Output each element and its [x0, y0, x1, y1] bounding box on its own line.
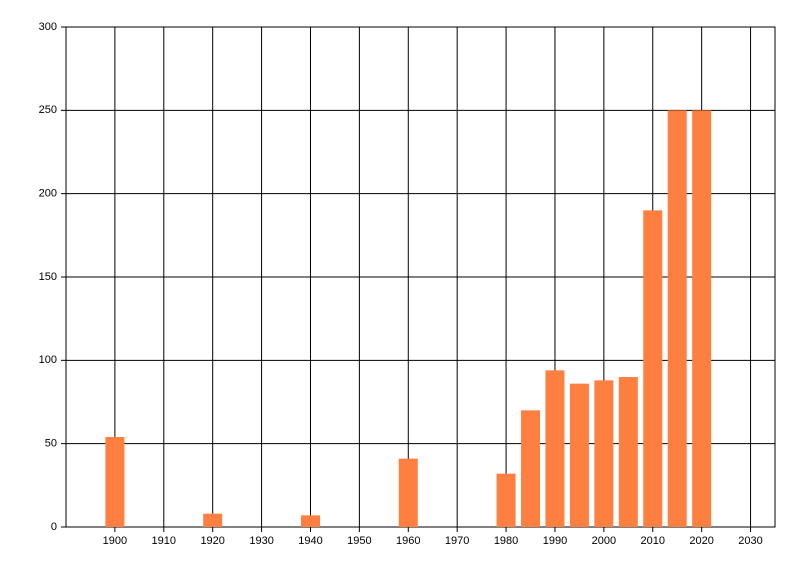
x-tick-label: 1970	[445, 535, 469, 547]
x-tick-label: 1990	[543, 535, 567, 547]
bar	[643, 210, 663, 528]
bar	[569, 383, 589, 527]
y-tick-label: 200	[39, 188, 57, 200]
x-tick-label: 2020	[689, 535, 713, 547]
bar	[496, 473, 516, 527]
x-tick-label: 2030	[738, 535, 762, 547]
bar	[521, 410, 541, 527]
x-tick-label: 1920	[200, 535, 224, 547]
x-tick-label: 1930	[249, 535, 273, 547]
y-tick-label: 150	[39, 271, 57, 283]
x-tick-label: 2000	[592, 535, 616, 547]
x-tick-label: 1910	[152, 535, 176, 547]
x-tick-label: 1900	[103, 535, 127, 547]
x-tick-label: 1960	[396, 535, 420, 547]
x-tick-label: 1950	[347, 535, 371, 547]
y-tick-label: 300	[39, 21, 57, 33]
bar	[692, 110, 712, 527]
y-tick-label: 100	[39, 354, 57, 366]
x-tick-label: 1940	[298, 535, 322, 547]
bar	[618, 377, 638, 527]
bar	[300, 515, 320, 527]
y-tick-label: 250	[39, 104, 57, 116]
bar	[398, 458, 418, 527]
y-tick-label: 50	[45, 438, 57, 450]
bar	[203, 513, 223, 527]
bar	[105, 437, 125, 527]
y-tick-label: 0	[51, 521, 57, 533]
bar	[667, 110, 687, 527]
x-tick-label: 1980	[494, 535, 518, 547]
bar	[545, 370, 565, 527]
x-tick-label: 2010	[641, 535, 665, 547]
bar	[594, 380, 614, 527]
